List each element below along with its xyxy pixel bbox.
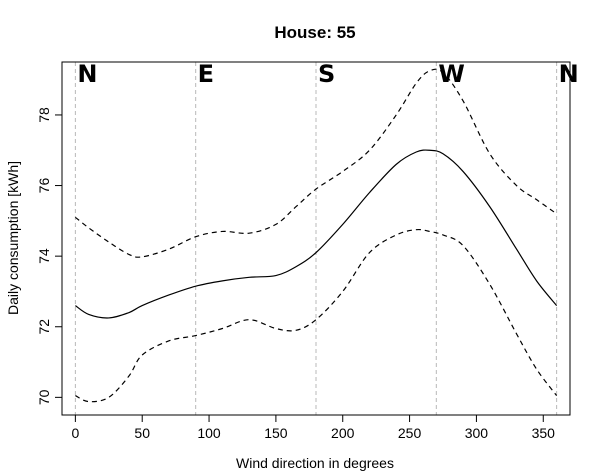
plot-frame [61,61,571,416]
upper-bound-curve [74,68,557,258]
direction-label: S [318,60,335,88]
x-axis-label: Wind direction in degrees [236,455,394,471]
direction-label: N [559,60,579,88]
x-tick-label: 200 [331,425,355,441]
x-tick-label: 50 [134,425,150,441]
y-tick-label: 74 [36,248,52,264]
x-tick-label: 350 [532,425,556,441]
lower-bound-curve [75,228,558,403]
x-tick-label: 300 [465,425,489,441]
x-axis: 0 50 100 150 200 250 300 350 [71,415,555,441]
direction-label: E [198,60,214,88]
y-axis: 70 72 74 76 78 [36,107,62,405]
x-tick-label: 150 [264,425,288,441]
chart-title: House: 55 [274,23,355,42]
fitted-curve [75,149,558,319]
x-tick-label: 0 [71,425,79,441]
y-tick-label: 78 [36,107,52,123]
x-tick-label: 250 [398,425,422,441]
y-axis-label: Daily consumption [kWh] [5,161,21,315]
x-tick-label: 100 [197,425,221,441]
direction-label: W [438,60,464,88]
direction-guides [74,62,558,415]
direction-label: N [77,60,97,88]
y-tick-label: 72 [36,319,52,335]
y-tick-label: 70 [36,389,52,405]
y-tick-label: 76 [36,178,52,194]
series-group [74,68,558,403]
